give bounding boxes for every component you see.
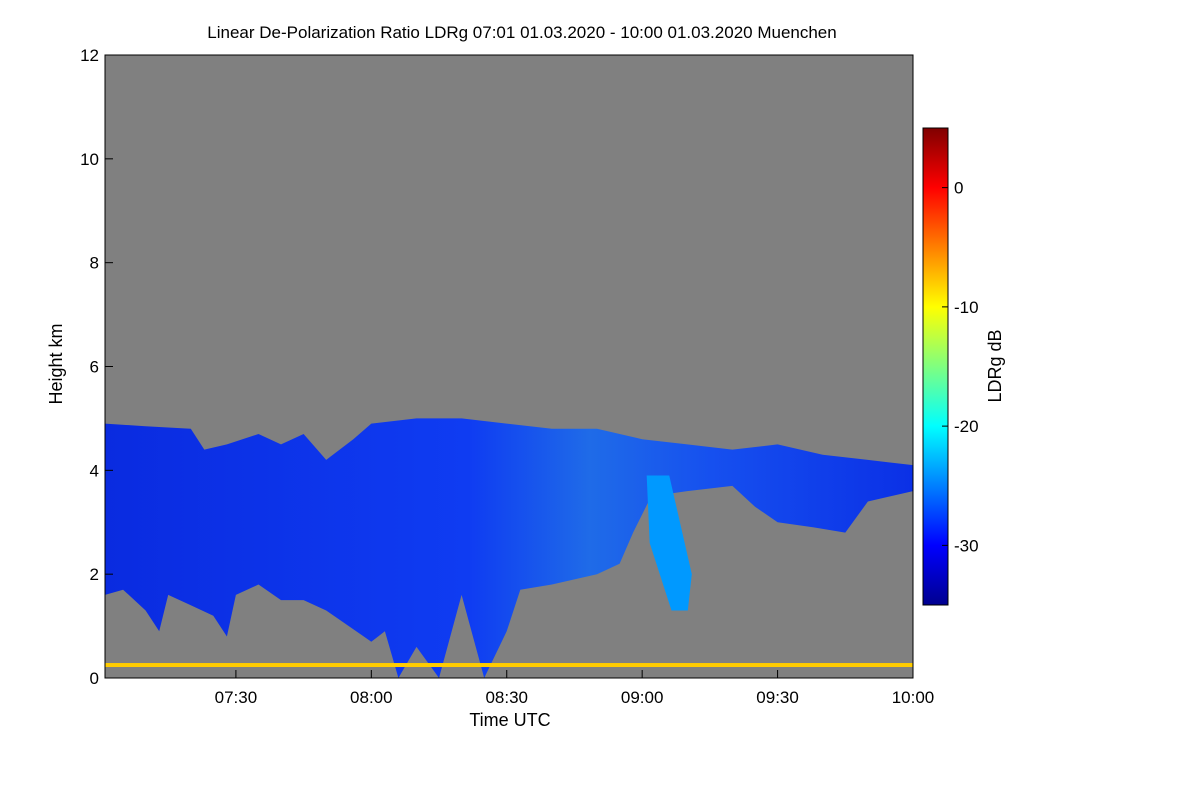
cloud-ldr-region [105,418,913,678]
y-tick-label: 12 [80,46,99,65]
x-tick-label: 08:30 [485,688,528,707]
plot-area [105,55,913,678]
x-tick-label: 10:00 [892,688,935,707]
colorbar-label: LDRg dB [985,329,1005,402]
colorbar-tick-label: 0 [954,179,963,198]
x-tick-label: 09:00 [621,688,664,707]
y-tick-label: 10 [80,150,99,169]
y-tick-label: 4 [90,461,99,480]
y-axis: 0 2 4 6 8 10 12 [80,46,113,688]
colorbar-tick-label: -20 [954,417,979,436]
x-tick-label: 07:30 [215,688,258,707]
x-tick-label: 08:00 [350,688,393,707]
colorbar-ticks: -30 -20 -10 0 [942,179,979,555]
colorbar-tick-label: -30 [954,536,979,555]
y-tick-label: 0 [90,669,99,688]
y-tick-label: 2 [90,565,99,584]
fallstreak-ldr-region [646,475,692,611]
y-axis-label: Height km [46,323,66,404]
x-axis-label: Time UTC [469,710,550,730]
y-tick-label: 8 [90,254,99,273]
near-ground-ldr-band [105,663,913,668]
chart-title: Linear De-Polarization Ratio LDRg 07:01 … [207,23,836,42]
y-tick-label: 6 [90,358,99,377]
x-tick-label: 09:30 [756,688,799,707]
colorbar-tick-label: -10 [954,298,979,317]
colorbar [922,127,949,606]
x-axis: 07:30 08:00 08:30 09:00 09:30 10:00 [215,670,935,707]
